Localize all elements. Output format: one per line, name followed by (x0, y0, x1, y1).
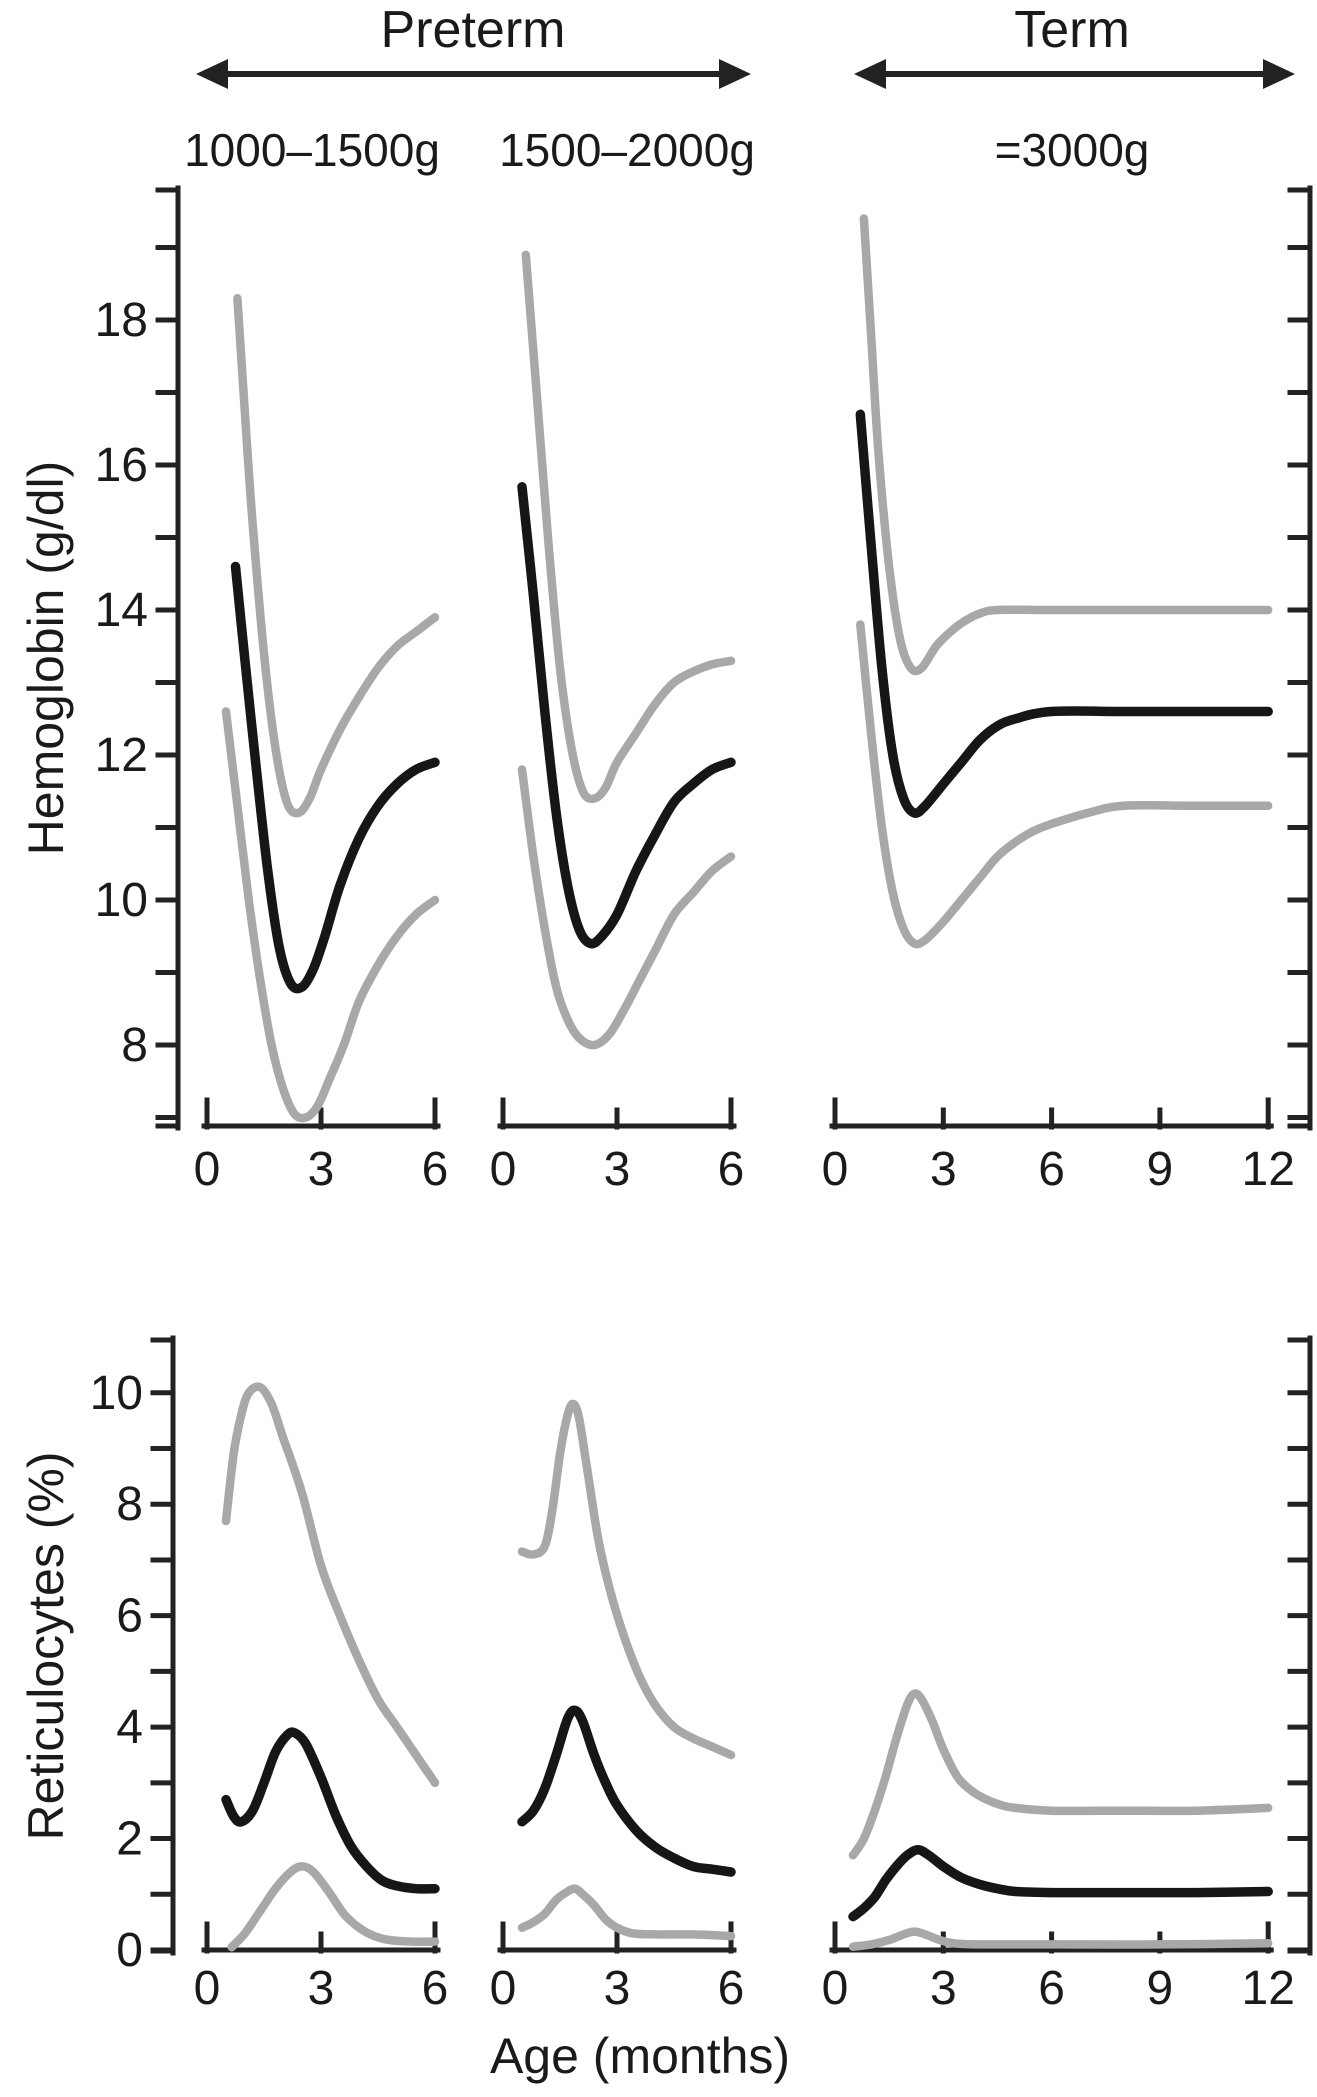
hemoglobin-panel-1-median-curve (230, 561, 440, 994)
hemoglobin-xtick-label: 3 (604, 1143, 631, 1196)
reticulocytes-panel-3: 0 3 6 9 12 (822, 1689, 1295, 2015)
hemoglobin-axis-title: Hemoglobin (g/dl) (18, 460, 74, 856)
hemoglobin-panel-2-upper-limit-curve (521, 250, 736, 804)
hemoglobin-xtick-label: 6 (1038, 1143, 1065, 1196)
preterm-group-label: Preterm (380, 1, 566, 59)
reticulocytes-xtick-label: 3 (930, 1962, 957, 2015)
reticulocytes-panel-3-lower-limit-curve (848, 1927, 1273, 1951)
hemoglobin-panel-2-lower-limit-curve (517, 765, 736, 1050)
reticulocytes-xtick-label: 6 (1038, 1962, 1065, 2015)
term-range-arrow-icon (854, 59, 1295, 89)
hemoglobin-panel-2-median-curve (517, 482, 736, 949)
reticulocytes-left-y-axis: 0 2 4 6 8 10 (90, 1335, 176, 1977)
hemoglobin-panel-3-median-curve (855, 409, 1273, 818)
reticulocytes-xtick-label: 0 (822, 1962, 849, 2015)
reticulocytes-panel-1-upper-limit-curve (221, 1382, 440, 1788)
hemoglobin-ytick-label: 12 (95, 729, 148, 782)
reticulocytes-xtick-label: 0 (194, 1962, 221, 2015)
reticulocytes-xtick-label: 3 (308, 1962, 335, 2015)
age-axis-title: Age (months) (489, 2028, 791, 2084)
reticulocytes-ytick-label: 8 (116, 1478, 143, 1531)
reticulocytes-xtick-label: 0 (490, 1962, 517, 2015)
reticulocytes-xtick-label: 6 (422, 1962, 449, 2015)
hemoglobin-panel-1: 0 3 6 (194, 294, 449, 1196)
hemoglobin-xtick-label: 0 (194, 1143, 221, 1196)
hemoglobin-xtick-label: 3 (308, 1143, 335, 1196)
reticulocytes-panel-3-median-curve (848, 1844, 1273, 1922)
reticulocytes-ytick-label: 10 (90, 1367, 143, 1420)
reticulocytes-xtick-label: 3 (604, 1962, 631, 2015)
reticulocytes-right-y-axis (1287, 1335, 1313, 1956)
hemoglobin-panel-3-upper-limit-curve (859, 214, 1273, 676)
reticulocytes-panel-2: 0 3 6 (490, 1399, 745, 2015)
reticulocytes-panel-2-median-curve (517, 1705, 736, 1877)
weight-class-label-3000g: =3000g (994, 124, 1150, 176)
hemoglobin-xtick-label: 6 (718, 1143, 745, 1196)
hemoglobin-ytick-label: 10 (95, 874, 148, 927)
range-arrows (196, 59, 1295, 89)
reticulocytes-xtick-label: 6 (718, 1962, 745, 2015)
weight-class-label-1500-2000g: 1500–2000g (499, 124, 755, 176)
hemoglobin-ytick-label: 16 (95, 439, 148, 492)
hemoglobin-xtick-label: 6 (422, 1143, 449, 1196)
hemoglobin-panel-3-lower-limit-curve (856, 620, 1273, 949)
term-group-label: Term (1014, 1, 1130, 59)
reticulocytes-ytick-label: 6 (116, 1590, 143, 1643)
hemoglobin-ytick-label: 18 (95, 294, 148, 347)
reticulocytes-axis-title: Reticulocytes (%) (18, 1451, 74, 1841)
hemoglobin-panel-2: 0 3 6 (490, 250, 745, 1196)
reticulocytes-panel-1-median-curve (221, 1727, 440, 1894)
reticulocytes-panel-1: 0 3 6 (194, 1382, 449, 2015)
reticulocytes-panel-2-lower-limit-curve (517, 1884, 736, 1941)
reticulocytes-ytick-label: 4 (116, 1701, 143, 1754)
reticulocytes-panel-2-upper-limit-curve (517, 1399, 736, 1760)
hemoglobin-xtick-label: 12 (1242, 1143, 1295, 1196)
reticulocytes-xtick-label: 9 (1147, 1962, 1174, 2015)
hemoglobin-xtick-label: 0 (490, 1143, 517, 1196)
weight-class-label-1000-1500g: 1000–1500g (184, 124, 440, 176)
reticulocytes-panel-1-lower-limit-curve (227, 1862, 440, 1952)
reticulocytes-xtick-label: 12 (1242, 1962, 1295, 2015)
hemoglobin-panel-1-lower-limit-curve (221, 707, 440, 1123)
hemoglobin-xtick-label: 0 (822, 1143, 849, 1196)
hemoglobin-left-y-axis: 8 10 12 14 16 18 (95, 185, 181, 1131)
hemoglobin-right-y-axis (1287, 185, 1313, 1131)
reticulocytes-panel-3-upper-limit-curve (848, 1689, 1273, 1860)
reticulocytes-ytick-label: 2 (116, 1813, 143, 1866)
hemoglobin-ytick-label: 8 (121, 1019, 148, 1072)
hemoglobin-panel-1-upper-limit-curve (233, 294, 440, 818)
hemoglobin-xtick-label: 3 (930, 1143, 957, 1196)
preterm-range-arrow-icon (196, 59, 751, 89)
hemoglobin-panel-3: 0 3 6 9 12 (822, 214, 1295, 1196)
hemoglobin-ytick-label: 14 (95, 584, 148, 637)
reticulocytes-ytick-label: 0 (116, 1924, 143, 1977)
hemoglobin-xtick-label: 9 (1147, 1143, 1174, 1196)
